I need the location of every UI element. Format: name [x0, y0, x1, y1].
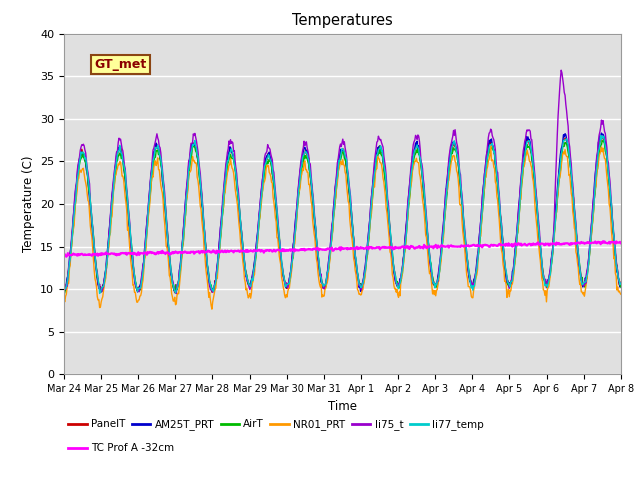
Text: GT_met: GT_met: [95, 58, 147, 71]
Legend: TC Prof A -32cm: TC Prof A -32cm: [64, 439, 179, 457]
X-axis label: Time: Time: [328, 400, 357, 413]
Title: Temperatures: Temperatures: [292, 13, 393, 28]
Y-axis label: Temperature (C): Temperature (C): [22, 156, 35, 252]
